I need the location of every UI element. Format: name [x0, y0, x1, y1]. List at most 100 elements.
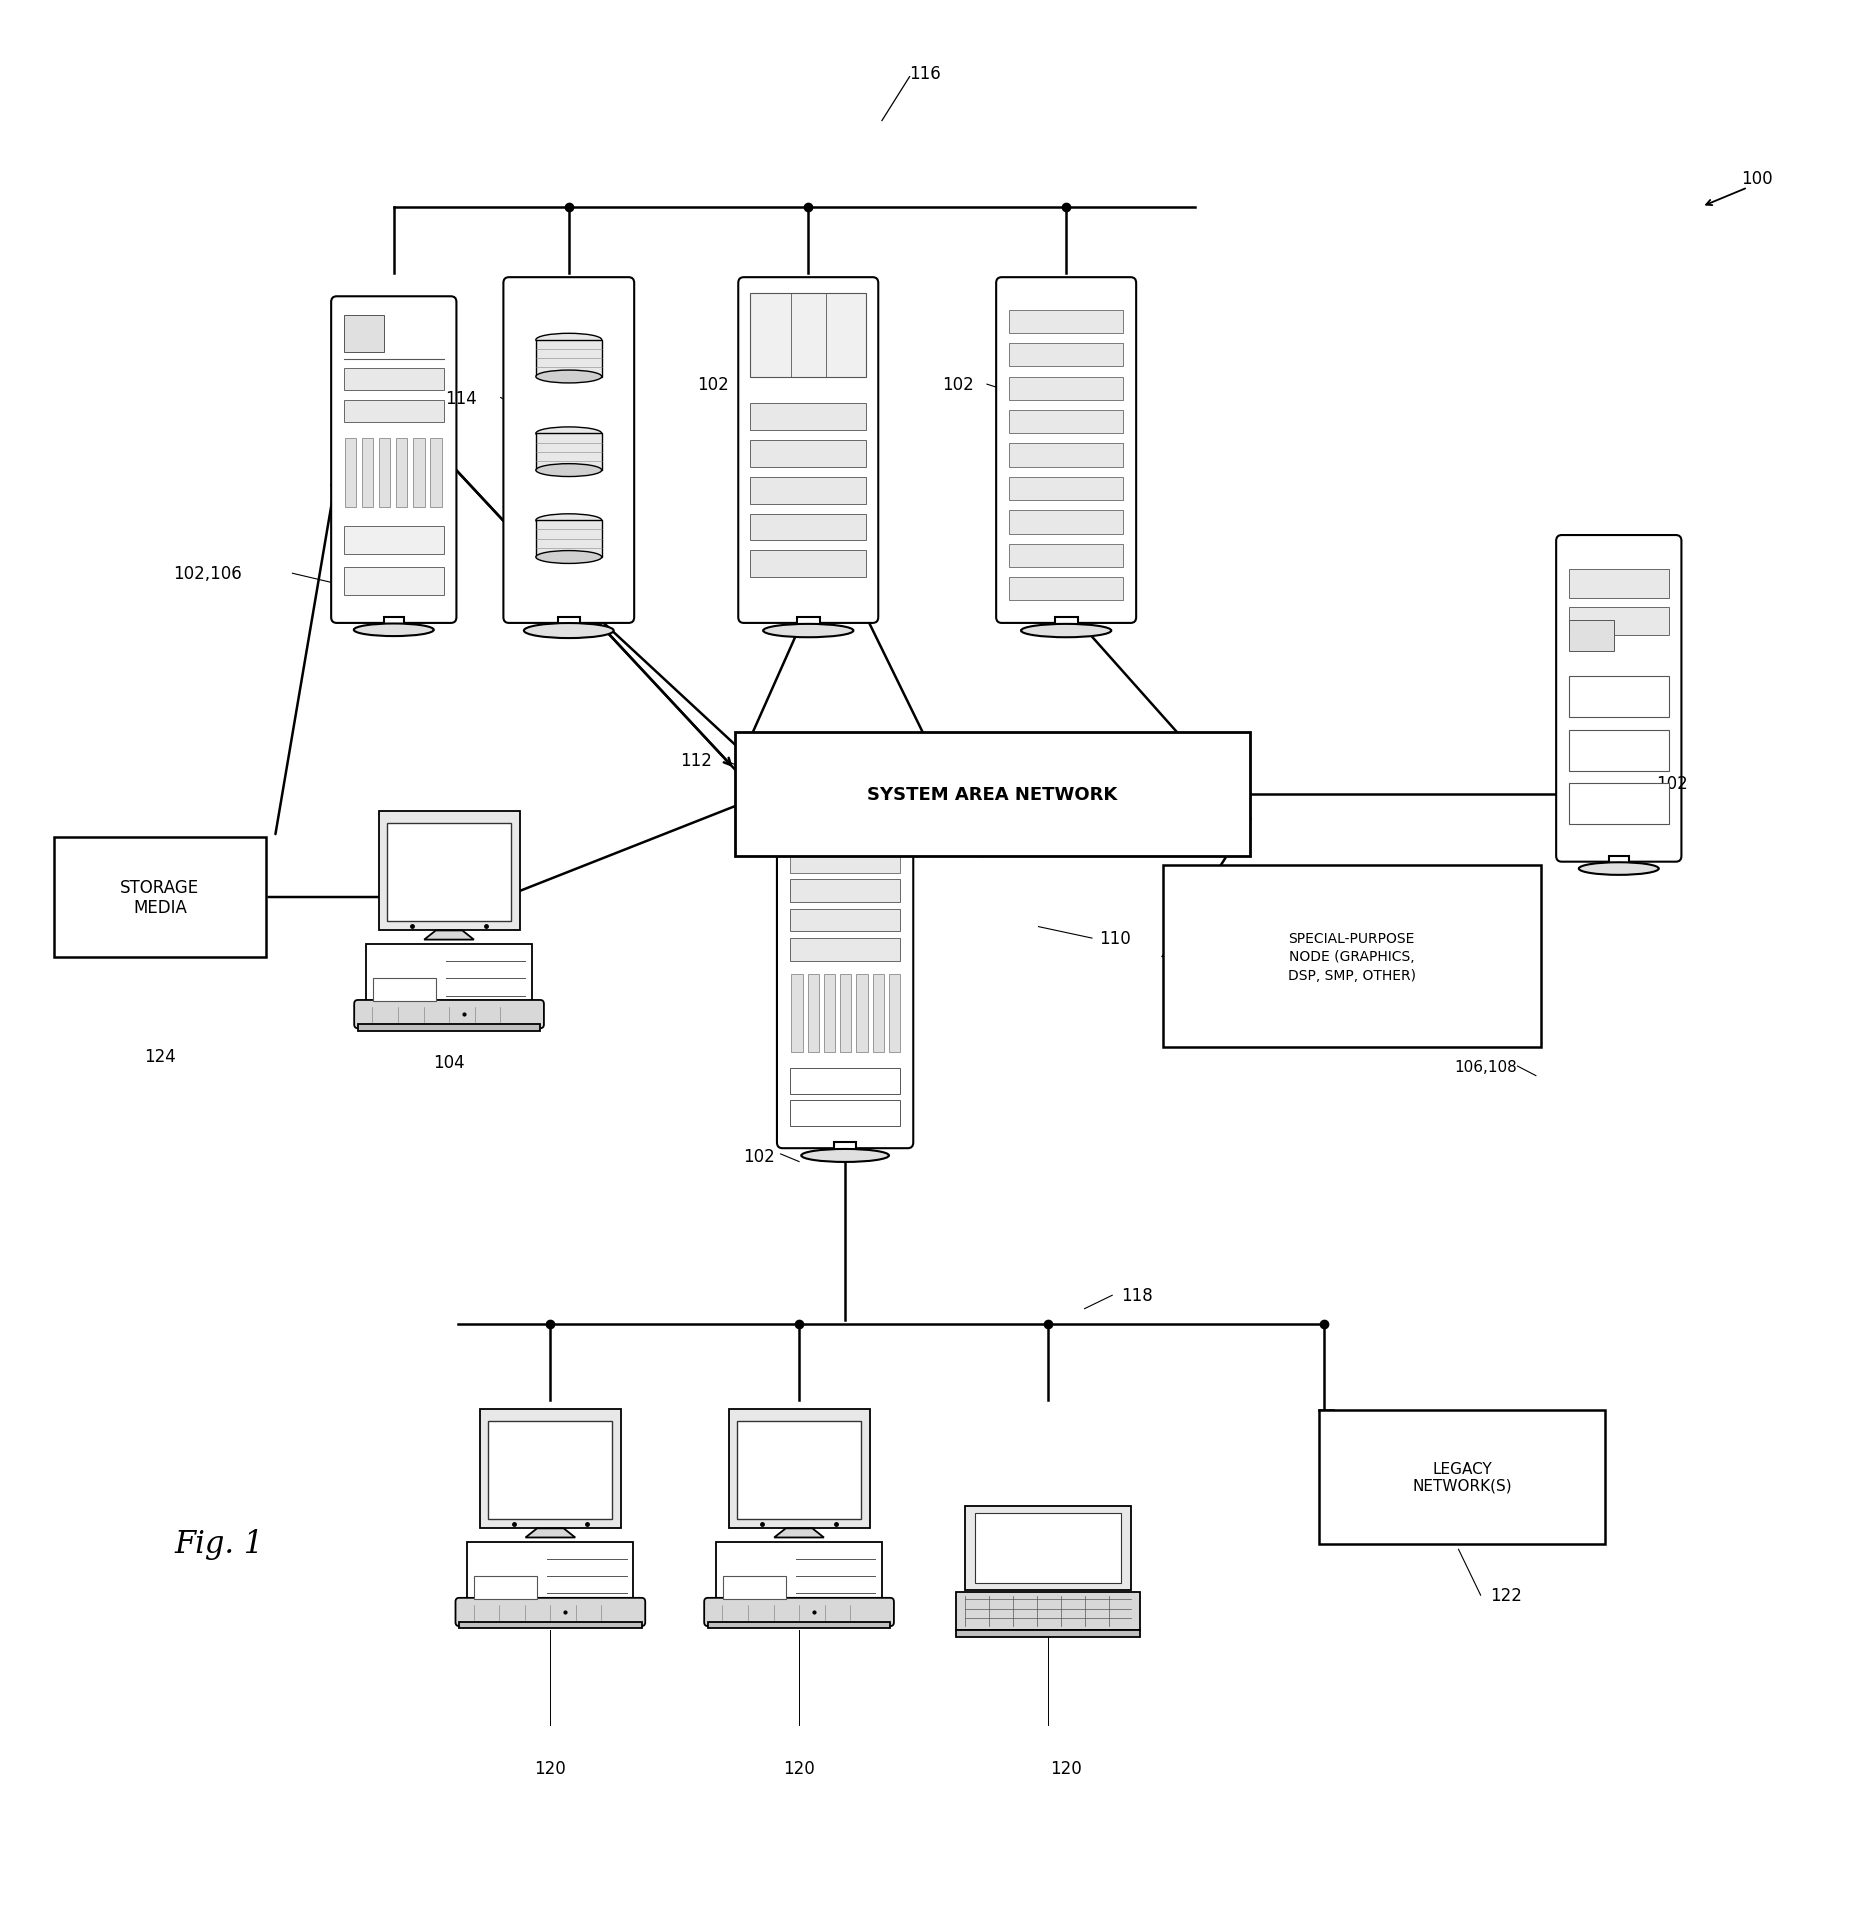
Bar [749, 294, 866, 377]
Bar [735, 733, 1250, 856]
Bar [872, 975, 883, 1052]
Bar [1009, 444, 1122, 467]
FancyBboxPatch shape [1554, 537, 1681, 862]
Polygon shape [425, 931, 473, 940]
Bar [729, 1410, 868, 1529]
Bar [1567, 608, 1668, 637]
Bar [790, 881, 900, 902]
Ellipse shape [536, 427, 601, 440]
Text: 112: 112 [681, 752, 712, 769]
Bar [736, 1421, 861, 1519]
Bar [1009, 377, 1122, 400]
Bar [536, 340, 601, 377]
Bar [343, 400, 443, 423]
Bar [790, 1067, 900, 1094]
Bar [414, 438, 425, 508]
Bar [343, 527, 443, 556]
Bar [458, 1623, 642, 1629]
Text: 116: 116 [909, 65, 940, 83]
Text: 106,108: 106,108 [1454, 1060, 1517, 1075]
Bar [1009, 544, 1122, 567]
Ellipse shape [536, 465, 601, 477]
Text: 124: 124 [145, 1048, 176, 1065]
Bar [1054, 617, 1078, 631]
Bar [796, 617, 820, 631]
Text: 120: 120 [1050, 1760, 1081, 1777]
Bar [365, 944, 532, 1010]
Bar [1009, 577, 1122, 602]
Bar [749, 404, 866, 431]
Bar [480, 1410, 620, 1529]
Bar [358, 1025, 540, 1031]
Bar [384, 617, 404, 631]
Text: LEGACY
NETWORK(S): LEGACY NETWORK(S) [1412, 1461, 1512, 1492]
FancyBboxPatch shape [996, 279, 1135, 623]
Bar [833, 1142, 855, 1156]
Bar [536, 521, 601, 558]
Text: 120: 120 [534, 1760, 566, 1777]
Bar [749, 552, 866, 577]
Text: 114: 114 [445, 388, 477, 408]
Bar [488, 1421, 612, 1519]
Text: 100: 100 [1740, 169, 1772, 188]
Bar [1567, 569, 1668, 598]
Bar [467, 1542, 633, 1606]
Bar [378, 438, 390, 508]
Bar [1009, 310, 1122, 335]
Text: 118: 118 [1120, 1286, 1152, 1304]
Bar [722, 1577, 785, 1598]
FancyBboxPatch shape [330, 298, 456, 623]
Bar [343, 567, 443, 596]
Bar [790, 833, 900, 850]
Bar [790, 856, 900, 873]
Bar [558, 617, 579, 631]
Bar [1009, 412, 1122, 435]
Bar [1009, 344, 1122, 367]
Bar [824, 975, 835, 1052]
Ellipse shape [1020, 625, 1111, 638]
FancyBboxPatch shape [454, 1598, 646, 1627]
Text: 104: 104 [432, 1054, 464, 1071]
Bar [749, 440, 866, 467]
Bar [362, 438, 373, 508]
Bar [345, 438, 356, 508]
Ellipse shape [1579, 863, 1658, 875]
Ellipse shape [801, 1150, 889, 1161]
Ellipse shape [523, 623, 614, 638]
Text: 102: 102 [697, 377, 729, 394]
Text: SYSTEM AREA NETWORK: SYSTEM AREA NETWORK [866, 785, 1117, 804]
Bar [855, 975, 866, 1052]
Bar [54, 837, 265, 958]
Bar [974, 1513, 1120, 1585]
Text: 112: 112 [966, 765, 998, 783]
Bar [790, 910, 900, 933]
Text: STORAGE
MEDIA: STORAGE MEDIA [121, 879, 198, 917]
FancyBboxPatch shape [738, 279, 877, 623]
Bar [1567, 785, 1668, 825]
Bar [395, 438, 408, 508]
Ellipse shape [536, 371, 601, 385]
Bar [388, 823, 510, 921]
Ellipse shape [536, 552, 601, 563]
Bar [889, 975, 900, 1052]
Text: 110: 110 [1098, 929, 1130, 948]
Bar [790, 1100, 900, 1127]
Polygon shape [525, 1529, 575, 1538]
Ellipse shape [762, 625, 853, 638]
Text: 102: 102 [942, 377, 974, 394]
FancyBboxPatch shape [503, 279, 634, 623]
Bar [378, 812, 519, 931]
Bar [343, 369, 443, 390]
Text: Fig. 1: Fig. 1 [174, 1529, 263, 1560]
Bar [707, 1623, 890, 1629]
Bar [790, 975, 801, 1052]
Bar [1163, 865, 1540, 1048]
Bar [1567, 731, 1668, 771]
Bar [716, 1542, 881, 1606]
FancyBboxPatch shape [703, 1598, 894, 1627]
Bar [373, 979, 436, 1002]
Bar [430, 438, 441, 508]
Bar [1319, 1410, 1605, 1544]
FancyBboxPatch shape [354, 1000, 544, 1029]
Bar [473, 1577, 536, 1598]
